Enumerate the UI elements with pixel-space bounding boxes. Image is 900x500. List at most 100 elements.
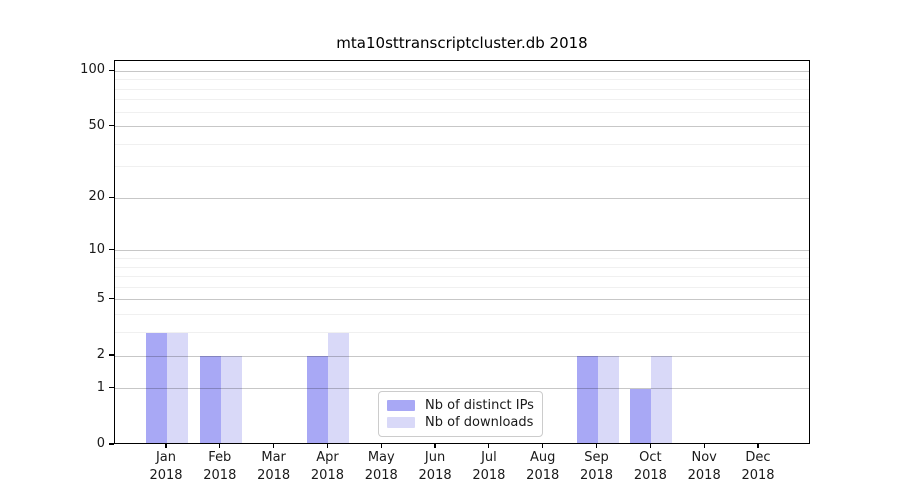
x-tick-label-jun: Jun 2018	[405, 449, 465, 485]
x-tick-label-aug: Aug 2018	[513, 449, 573, 485]
y-tick-label: 0	[96, 436, 105, 451]
x-tick-year-label: 2018	[257, 468, 291, 483]
x-tick-mark	[273, 444, 275, 448]
x-tick-label-oct: Oct 2018	[620, 449, 680, 485]
x-tick-month-label: Sep	[584, 450, 609, 465]
x-tick-month-label: Jun	[424, 450, 446, 465]
x-tick-label-mar: Mar 2018	[244, 449, 304, 485]
y-tick-label: 1	[96, 379, 105, 395]
x-tick-month-label: May	[367, 450, 395, 465]
bar-feb-distinct-ips	[199, 356, 221, 443]
y-tick-mark	[109, 69, 114, 71]
minor-gridline	[115, 79, 809, 81]
y-tick-mark	[109, 196, 114, 198]
x-tick-month-label: Aug	[530, 450, 556, 465]
x-tick-month-label: Oct	[639, 450, 662, 465]
x-tick-month-label: Jan	[155, 450, 177, 465]
x-tick-label-nov: Nov 2018	[674, 449, 734, 485]
y-tick-mark	[109, 443, 114, 445]
x-tick-year-label: 2018	[418, 468, 452, 483]
x-tick-label-jul: Jul 2018	[459, 449, 519, 485]
x-tick-month-label: Dec	[745, 450, 771, 465]
x-tick-label-jan: Jan 2018	[136, 449, 196, 485]
minor-gridline	[115, 276, 809, 278]
x-tick-label-dec: Dec 2018	[728, 449, 788, 485]
y-tick-label: 2	[96, 347, 105, 362]
x-tick-mark	[542, 444, 544, 448]
x-tick-year-label: 2018	[472, 468, 506, 483]
bar-apr-distinct-ips	[307, 356, 329, 443]
bar-jan-downloads	[167, 332, 188, 443]
y-tick-mark	[109, 298, 114, 300]
x-tick-label-sep: Sep 2018	[567, 449, 627, 485]
legend-item-distinct-ips: Nb of distinct IPs	[387, 398, 534, 414]
x-tick-year-label: 2018	[633, 468, 667, 483]
bar-oct-distinct-ips	[630, 388, 652, 443]
y-tick-mark	[109, 354, 114, 356]
y-tick-label: 10	[88, 241, 105, 257]
x-tick-year-label: 2018	[310, 468, 344, 483]
minor-gridline	[115, 286, 809, 288]
major-gridline	[115, 70, 809, 72]
bar-feb-downloads	[220, 356, 242, 443]
x-tick-mark	[219, 444, 221, 448]
chart-title: mta10sttranscriptcluster.db 2018	[336, 34, 588, 52]
legend: Nb of distinct IPs Nb of downloads	[378, 391, 543, 437]
legend-label-downloads: Nb of downloads	[425, 415, 534, 430]
x-tick-mark	[165, 444, 167, 448]
x-tick-mark	[488, 444, 490, 448]
major-gridline	[115, 388, 809, 390]
minor-gridline	[115, 88, 809, 90]
bar-oct-downloads	[651, 356, 673, 443]
bar-sep-downloads	[597, 356, 619, 443]
legend-swatch-distinct-ips	[387, 400, 415, 411]
x-tick-year-label: 2018	[149, 468, 183, 483]
x-tick-mark	[595, 444, 598, 448]
x-tick-label-apr: Apr 2018	[297, 449, 357, 485]
legend-label-distinct-ips: Nb of distinct IPs	[425, 398, 534, 413]
y-tick-label: 100	[80, 62, 105, 78]
x-tick-mark	[326, 444, 329, 448]
bar-sep-distinct-ips	[576, 356, 598, 443]
minor-gridline	[115, 332, 809, 334]
x-tick-mark	[434, 444, 436, 448]
minor-gridline	[115, 266, 809, 268]
minor-gridline	[115, 143, 809, 145]
y-tick-label: 20	[88, 189, 105, 205]
minor-gridline	[115, 314, 809, 316]
x-tick-year-label: 2018	[579, 468, 614, 483]
plot-area	[114, 60, 810, 444]
major-gridline	[115, 126, 809, 127]
x-tick-year-label: 2018	[364, 468, 398, 483]
minor-gridline	[115, 257, 809, 259]
grid-layer	[115, 61, 809, 443]
legend-item-downloads: Nb of downloads	[387, 415, 534, 431]
major-gridline	[115, 197, 809, 199]
x-tick-label-feb: Feb 2018	[190, 449, 250, 485]
x-tick-year-label: 2018	[526, 468, 560, 483]
legend-swatch-downloads	[387, 417, 415, 428]
bar-apr-downloads	[328, 332, 350, 443]
y-tick-mark	[109, 249, 114, 251]
x-tick-month-label: Nov	[691, 450, 717, 465]
y-tick-mark	[109, 124, 114, 127]
y-tick-label: 50	[88, 117, 105, 133]
x-tick-month-label: Apr	[316, 450, 339, 465]
minor-gridline	[115, 166, 809, 168]
x-tick-label-may: May 2018	[351, 449, 411, 485]
minor-gridline	[115, 111, 809, 113]
bars-layer	[115, 61, 809, 443]
minor-gridline	[115, 99, 809, 101]
major-gridline	[115, 355, 809, 357]
major-gridline	[115, 250, 809, 252]
x-tick-month-label: Jul	[481, 450, 497, 465]
y-tick-mark	[109, 387, 114, 389]
major-gridline	[115, 299, 809, 301]
x-tick-mark	[380, 444, 382, 448]
x-tick-month-label: Feb	[208, 450, 232, 465]
y-tick-label: 5	[96, 290, 105, 306]
x-tick-month-label: Mar	[261, 450, 286, 465]
bar-jan-distinct-ips	[146, 332, 167, 443]
x-tick-year-label: 2018	[203, 468, 237, 483]
